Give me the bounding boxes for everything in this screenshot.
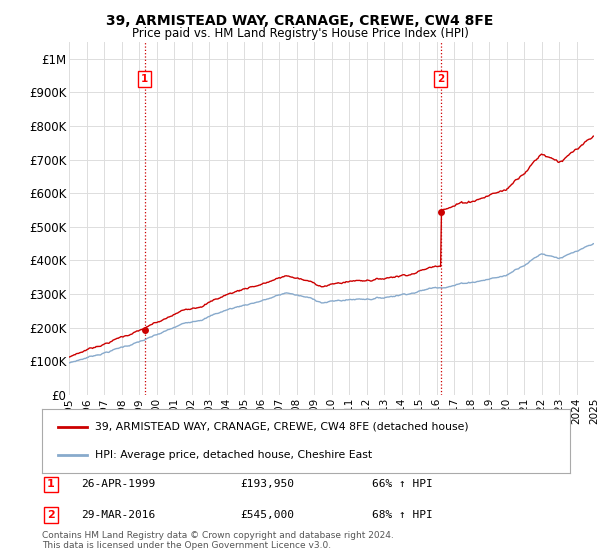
Text: Price paid vs. HM Land Registry's House Price Index (HPI): Price paid vs. HM Land Registry's House … (131, 27, 469, 40)
Text: 66% ↑ HPI: 66% ↑ HPI (372, 479, 433, 489)
Text: HPI: Average price, detached house, Cheshire East: HPI: Average price, detached house, Ches… (95, 450, 372, 460)
Text: Contains HM Land Registry data © Crown copyright and database right 2024.
This d: Contains HM Land Registry data © Crown c… (42, 530, 394, 550)
Text: 68% ↑ HPI: 68% ↑ HPI (372, 510, 433, 520)
Text: £193,950: £193,950 (240, 479, 294, 489)
Text: 1: 1 (47, 479, 55, 489)
Text: £545,000: £545,000 (240, 510, 294, 520)
Text: 26-APR-1999: 26-APR-1999 (81, 479, 155, 489)
Text: 39, ARMISTEAD WAY, CRANAGE, CREWE, CW4 8FE: 39, ARMISTEAD WAY, CRANAGE, CREWE, CW4 8… (106, 14, 494, 28)
Text: 1: 1 (141, 74, 148, 84)
Text: 2: 2 (437, 74, 445, 84)
Text: 29-MAR-2016: 29-MAR-2016 (81, 510, 155, 520)
Text: 39, ARMISTEAD WAY, CRANAGE, CREWE, CW4 8FE (detached house): 39, ARMISTEAD WAY, CRANAGE, CREWE, CW4 8… (95, 422, 469, 432)
Text: 2: 2 (47, 510, 55, 520)
